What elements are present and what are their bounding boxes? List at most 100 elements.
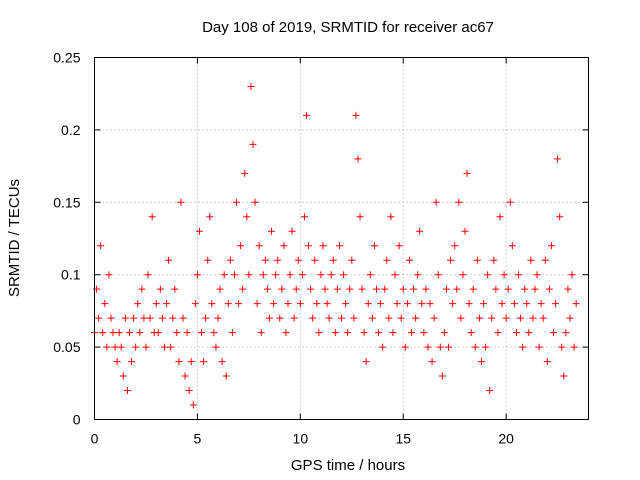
data-point — [469, 285, 477, 293]
y-tick-label: 0 — [73, 412, 81, 428]
data-point — [158, 314, 166, 322]
data-point — [335, 242, 343, 250]
data-point — [500, 271, 508, 279]
data-point — [473, 256, 481, 264]
data-point — [228, 329, 236, 337]
data-point — [329, 256, 337, 264]
data-point — [142, 343, 150, 351]
data-point — [338, 314, 345, 322]
data-point — [445, 343, 453, 351]
data-point — [523, 300, 531, 308]
data-point — [323, 300, 331, 308]
data-point — [148, 213, 156, 221]
data-point — [420, 329, 428, 337]
data-point — [463, 169, 471, 177]
data-point — [210, 329, 218, 337]
data-point — [259, 271, 267, 279]
data-point — [527, 256, 535, 264]
data-point — [552, 300, 560, 308]
data-point — [389, 329, 397, 337]
data-point — [208, 300, 216, 308]
data-point — [200, 358, 208, 366]
data-point — [237, 242, 245, 250]
data-point — [138, 285, 146, 293]
data-point — [255, 242, 263, 250]
data-point — [202, 314, 210, 322]
grid-lines — [94, 57, 589, 420]
data-point — [566, 314, 574, 322]
data-point — [352, 111, 360, 119]
data-point — [175, 358, 183, 366]
data-point — [193, 271, 201, 279]
data-point — [370, 242, 378, 250]
data-point — [515, 271, 523, 279]
data-point — [568, 271, 576, 279]
x-tick-label: 20 — [498, 431, 514, 447]
data-point — [319, 242, 327, 250]
data-point — [97, 242, 105, 250]
data-point — [300, 213, 308, 221]
data-point — [488, 314, 496, 322]
data-point — [331, 329, 339, 337]
data-point — [220, 271, 228, 279]
y-tick-label: 0.1 — [61, 267, 81, 283]
data-point — [243, 213, 251, 221]
data-point — [550, 329, 558, 337]
data-point — [459, 271, 467, 279]
data-point — [362, 358, 370, 366]
data-point — [99, 329, 107, 337]
data-point — [405, 256, 413, 264]
data-point — [502, 314, 510, 322]
data-point — [156, 285, 164, 293]
data-point — [253, 300, 261, 308]
data-point — [309, 314, 317, 322]
x-tick-label: 5 — [194, 431, 202, 447]
data-point — [533, 271, 541, 279]
data-point — [428, 358, 436, 366]
data-point — [276, 314, 284, 322]
data-point — [144, 271, 152, 279]
data-point — [465, 300, 473, 308]
data-point — [387, 213, 395, 221]
data-point — [167, 343, 175, 351]
data-point — [564, 285, 572, 293]
data-point — [107, 314, 115, 322]
data-point — [268, 227, 276, 235]
data-point — [471, 343, 479, 351]
data-point — [294, 256, 302, 264]
data-point — [407, 329, 415, 337]
data-point — [432, 198, 440, 206]
tick-labels: 0 5 10 15 20 0 0.05 0.1 0.15 0.2 0.25 — [53, 50, 514, 447]
data-point — [399, 285, 407, 293]
data-point — [270, 300, 278, 308]
data-point — [233, 198, 241, 206]
y-tick-label: 0.15 — [53, 194, 80, 210]
data-point — [350, 314, 358, 322]
data-point — [239, 285, 247, 293]
data-point — [206, 213, 214, 221]
data-point — [125, 329, 133, 337]
data-point — [438, 372, 446, 380]
data-point — [181, 372, 189, 380]
y-tick-label: 0.25 — [53, 50, 80, 66]
data-point — [434, 271, 442, 279]
data-point — [504, 285, 512, 293]
data-point — [356, 213, 364, 221]
data-point — [134, 300, 142, 308]
data-point — [128, 358, 136, 366]
data-point — [537, 300, 545, 308]
data-point — [109, 329, 117, 337]
data-point — [455, 198, 463, 206]
data-points — [91, 82, 580, 409]
data-point — [393, 300, 401, 308]
data-point — [572, 300, 580, 308]
data-point — [397, 314, 405, 322]
data-point — [119, 372, 127, 380]
data-point — [218, 358, 226, 366]
data-point — [284, 300, 292, 308]
data-point — [391, 271, 399, 279]
data-point — [272, 271, 280, 279]
data-point — [305, 242, 313, 250]
x-tick-label: 0 — [91, 431, 99, 447]
data-point — [556, 213, 564, 221]
